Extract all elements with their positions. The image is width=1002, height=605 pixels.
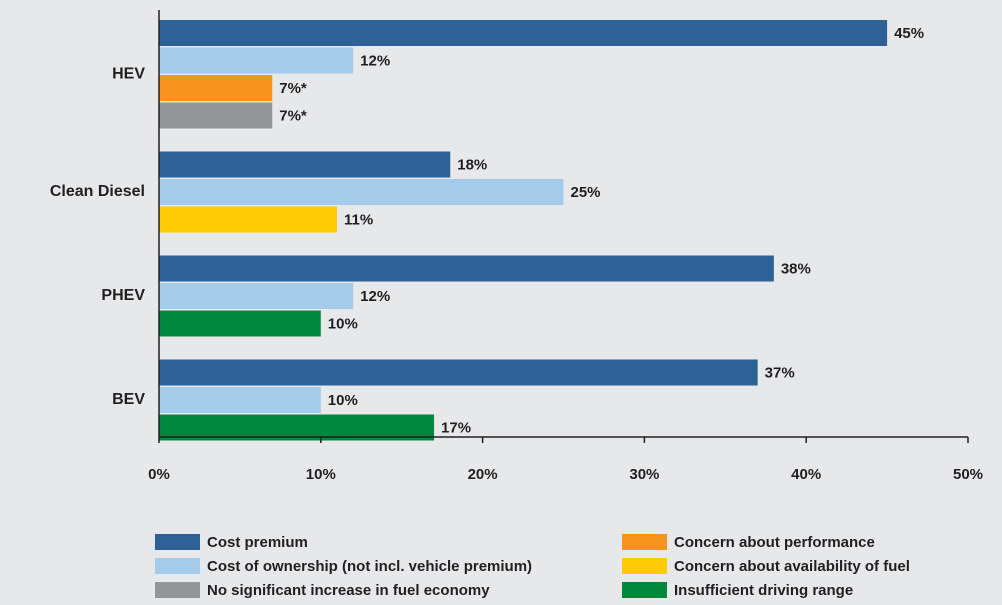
legend-label: Cost of ownership (not incl. vehicle pre…	[207, 558, 532, 575]
y-tick-label: PHEV	[101, 287, 145, 304]
data-label: 37%	[765, 364, 795, 381]
data-label: 12%	[360, 288, 390, 305]
data-label: 10%	[328, 392, 358, 409]
bar	[159, 387, 321, 413]
bar	[159, 20, 888, 46]
bar	[159, 75, 273, 101]
legend-label: Concern about performance	[674, 534, 875, 551]
data-label: 12%	[360, 52, 390, 69]
data-label: 25%	[571, 184, 601, 201]
bar	[159, 283, 354, 309]
bar	[159, 47, 354, 74]
data-label: 10%	[328, 315, 358, 332]
data-label: 38%	[781, 260, 811, 277]
data-label: 45%	[894, 25, 924, 42]
legend-label: Concern about availability of fuel	[674, 558, 910, 575]
y-tick-label: Clean Diesel	[50, 183, 145, 200]
bar	[159, 151, 451, 178]
x-tick-label: 0%	[148, 466, 170, 483]
bar	[159, 206, 337, 233]
legend-label: Insufficient driving range	[674, 582, 853, 599]
legend-swatch	[622, 534, 667, 550]
legend-swatch	[622, 582, 667, 598]
bar	[159, 102, 273, 129]
bar	[159, 255, 774, 282]
x-tick-label: 50%	[953, 466, 983, 483]
x-tick-label: 40%	[791, 466, 821, 483]
bar	[159, 179, 564, 205]
data-label: 17%	[441, 419, 471, 436]
bar	[159, 310, 321, 337]
legend-swatch	[622, 558, 667, 574]
legend-swatch	[155, 534, 200, 550]
legend-label: Cost premium	[207, 534, 308, 551]
data-label: 7%*	[279, 80, 307, 97]
bar	[159, 414, 435, 441]
legend-swatch	[155, 558, 200, 574]
legend-swatch	[155, 582, 200, 598]
legend-label: No significant increase in fuel economy	[207, 582, 490, 599]
data-label: 11%	[344, 211, 373, 228]
data-label: 18%	[457, 156, 487, 173]
x-tick-label: 20%	[468, 466, 498, 483]
x-tick-label: 30%	[629, 466, 659, 483]
y-tick-label: HEV	[112, 65, 145, 82]
data-label: 7%*	[279, 107, 307, 124]
y-tick-label: BEV	[112, 391, 145, 408]
x-tick-label: 10%	[306, 466, 336, 483]
bar	[159, 359, 758, 386]
